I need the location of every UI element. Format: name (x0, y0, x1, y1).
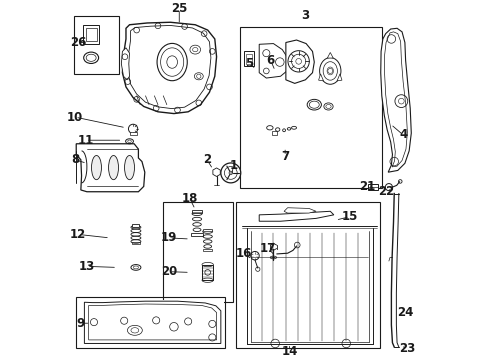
Bar (203, 249, 212, 251)
Ellipse shape (319, 58, 341, 84)
Bar (240, 27, 382, 188)
Bar (202, 265, 213, 280)
Bar (203, 229, 212, 231)
Polygon shape (213, 168, 220, 176)
Bar (76, 297, 225, 348)
Text: 19: 19 (161, 231, 177, 244)
Polygon shape (122, 22, 217, 113)
Text: 3: 3 (301, 9, 310, 22)
Bar (368, 184, 378, 190)
Text: 16: 16 (236, 247, 252, 260)
Text: 4: 4 (399, 129, 407, 141)
Polygon shape (81, 300, 223, 346)
Bar (272, 131, 277, 135)
Polygon shape (241, 208, 378, 346)
Polygon shape (284, 208, 316, 213)
Text: 20: 20 (161, 265, 177, 278)
Bar (246, 54, 252, 64)
Polygon shape (259, 44, 288, 78)
Polygon shape (381, 28, 411, 172)
Text: 2: 2 (203, 153, 211, 166)
Bar (245, 51, 254, 66)
Ellipse shape (92, 156, 101, 180)
Text: 18: 18 (182, 192, 198, 205)
Text: 14: 14 (281, 345, 297, 358)
Polygon shape (122, 48, 129, 80)
Ellipse shape (109, 156, 119, 180)
Text: 1: 1 (230, 159, 238, 172)
Text: 17: 17 (260, 242, 276, 255)
Bar (129, 132, 137, 135)
Polygon shape (337, 74, 342, 81)
Text: 23: 23 (400, 342, 416, 355)
Text: 13: 13 (79, 260, 95, 273)
Text: 26: 26 (70, 36, 86, 49)
Polygon shape (76, 144, 145, 192)
Bar (163, 202, 233, 302)
Bar (74, 16, 119, 75)
Text: 5: 5 (245, 57, 254, 70)
Polygon shape (84, 301, 221, 343)
Text: 22: 22 (378, 185, 394, 198)
Text: 8: 8 (71, 153, 79, 166)
Polygon shape (318, 74, 323, 81)
Bar (192, 210, 202, 213)
Text: 12: 12 (70, 228, 86, 241)
Polygon shape (286, 40, 314, 84)
Text: 21: 21 (360, 180, 376, 193)
Text: 10: 10 (67, 111, 83, 123)
Text: 7: 7 (281, 150, 289, 163)
Bar (236, 202, 380, 348)
Circle shape (221, 163, 241, 183)
Text: 24: 24 (397, 306, 414, 319)
Bar (192, 233, 203, 236)
Text: 11: 11 (78, 134, 94, 147)
Circle shape (229, 171, 233, 175)
Bar (86, 28, 97, 41)
Text: 25: 25 (171, 2, 188, 15)
Polygon shape (259, 211, 334, 221)
Ellipse shape (124, 156, 134, 180)
Bar (132, 242, 140, 244)
Ellipse shape (157, 44, 187, 81)
Text: 9: 9 (77, 317, 85, 330)
Text: 6: 6 (267, 54, 275, 67)
Bar (132, 224, 140, 227)
Polygon shape (327, 53, 333, 58)
Bar (83, 25, 99, 44)
Text: 15: 15 (342, 210, 358, 223)
